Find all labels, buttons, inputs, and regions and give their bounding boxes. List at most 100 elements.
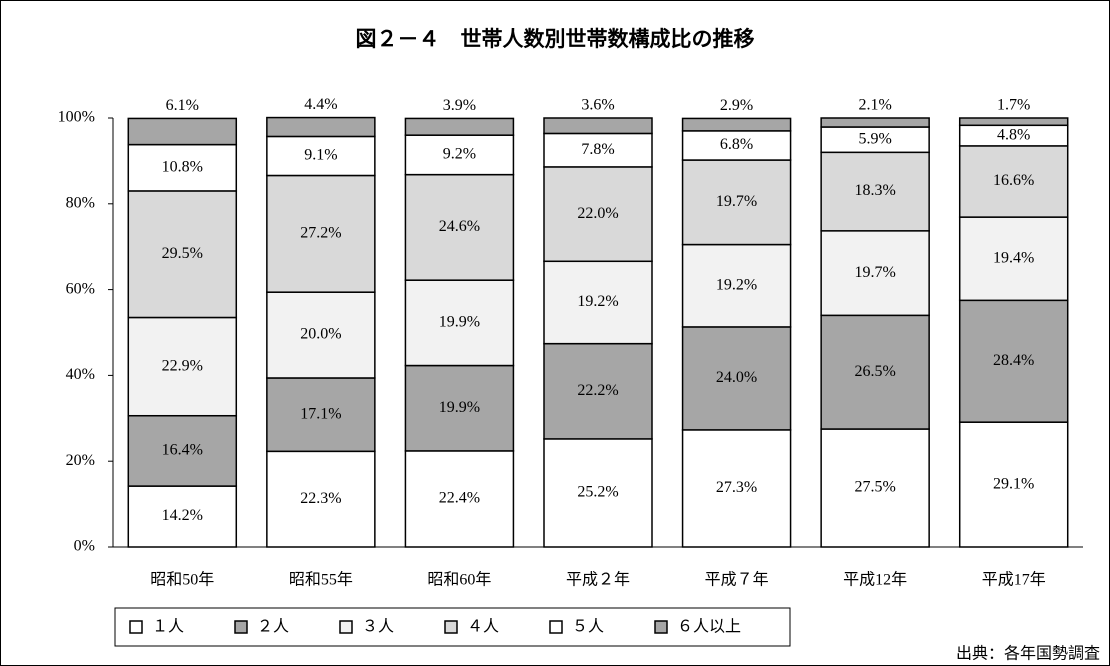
legend-swatch <box>444 620 458 634</box>
legend-label: ２人 <box>257 618 289 636</box>
y-tick-label: 80% <box>66 194 95 211</box>
value-label: 2.1% <box>858 97 891 114</box>
bar-segment <box>543 342 653 440</box>
bar-segment <box>127 117 238 146</box>
bar-segment <box>404 134 515 176</box>
value-label: 10.8% <box>162 158 203 175</box>
bar-segment <box>127 414 238 487</box>
value-label: 6.1% <box>166 97 199 114</box>
value-label: 29.5% <box>162 245 203 262</box>
legend-label: ３人 <box>362 618 394 636</box>
bar-segment <box>681 130 792 161</box>
bar-segment <box>958 145 1069 218</box>
bar-segment <box>958 421 1069 548</box>
bar-segment <box>127 485 238 548</box>
value-label: 22.0% <box>577 205 618 222</box>
bar-segment <box>127 316 238 417</box>
bar-segment <box>266 291 376 379</box>
bar-segment <box>958 299 1069 423</box>
bar-segment <box>404 450 515 548</box>
value-label: 3.9% <box>443 97 476 114</box>
value-label: 5.9% <box>858 130 891 147</box>
legend-swatch <box>654 620 668 634</box>
legend-label: ６人以上 <box>677 618 741 636</box>
bar-segment <box>681 243 792 328</box>
bar-segment <box>820 428 930 548</box>
value-label: 20.0% <box>300 326 341 343</box>
x-tick-label: 昭和50年 <box>150 571 214 589</box>
bar-segment <box>543 260 653 345</box>
legend-label: ４人 <box>467 618 499 636</box>
value-label: 6.8% <box>720 136 753 153</box>
value-label: 4.4% <box>304 96 337 113</box>
value-label: 19.7% <box>716 193 757 210</box>
bar-segment <box>266 116 376 138</box>
value-label: 1.7% <box>997 97 1030 114</box>
value-label: 26.5% <box>854 363 895 380</box>
bar-segment <box>404 117 515 136</box>
y-tick-label: 100% <box>58 109 95 126</box>
value-label: 19.9% <box>439 314 480 331</box>
bar-segment <box>681 326 792 431</box>
value-label: 18.3% <box>854 182 895 199</box>
bar-segment <box>958 117 1069 127</box>
legend-label: ５人 <box>572 618 604 636</box>
bar-segment <box>681 429 792 548</box>
bar-segment <box>543 117 653 135</box>
legend-swatch <box>549 620 563 634</box>
bar-segment <box>266 174 376 293</box>
value-label: 7.8% <box>581 141 614 158</box>
x-tick-label: 平成12年 <box>843 571 907 589</box>
bar-segment <box>543 438 653 548</box>
bar-segment <box>820 314 930 430</box>
value-label: 22.3% <box>300 490 341 507</box>
value-label: 22.9% <box>162 357 203 374</box>
legend-swatch <box>129 620 143 634</box>
value-label: 24.6% <box>439 218 480 235</box>
legend-swatch <box>339 620 353 634</box>
bar-segment <box>266 135 376 177</box>
value-label: 16.6% <box>993 172 1034 189</box>
value-label: 19.4% <box>993 249 1034 266</box>
source-note: 出典：各年国勢調査 <box>956 645 1100 663</box>
value-label: 27.3% <box>716 479 757 496</box>
value-label: 19.2% <box>716 276 757 293</box>
value-label: 27.5% <box>854 479 895 496</box>
value-label: 16.4% <box>162 442 203 459</box>
value-label: 3.6% <box>581 97 614 114</box>
value-label: 2.9% <box>720 97 753 114</box>
legend-swatch <box>234 620 248 634</box>
value-label: 19.2% <box>577 293 618 310</box>
bar-segment <box>266 450 376 548</box>
value-label: 22.2% <box>577 382 618 399</box>
value-label: 28.4% <box>993 352 1034 369</box>
bar-segment <box>543 166 653 263</box>
x-tick-label: 平成２年 <box>566 571 630 589</box>
value-label: 24.0% <box>716 369 757 386</box>
y-tick-label: 40% <box>66 366 95 383</box>
x-tick-label: 昭和55年 <box>289 571 353 589</box>
x-tick-label: 平成17年 <box>982 571 1046 589</box>
value-label: 22.4% <box>439 490 480 507</box>
value-label: 27.2% <box>300 225 341 242</box>
y-tick-label: 20% <box>66 452 95 469</box>
value-label: 9.1% <box>304 147 337 164</box>
bar-segment <box>958 216 1069 302</box>
value-label: 17.1% <box>300 405 341 422</box>
value-label: 4.8% <box>997 126 1030 143</box>
x-tick-label: 平成７年 <box>705 571 769 589</box>
value-label: 29.1% <box>993 475 1034 492</box>
bar-segment <box>820 117 930 128</box>
bar-segment <box>820 230 930 317</box>
y-tick-label: 0% <box>74 538 95 555</box>
bar-segment <box>681 159 792 246</box>
bar-segment <box>681 117 792 132</box>
value-label: 14.2% <box>162 507 203 524</box>
x-tick-label: 昭和60年 <box>427 571 491 589</box>
value-label: 19.9% <box>439 399 480 416</box>
bar-segment <box>266 377 376 453</box>
value-label: 19.7% <box>854 264 895 281</box>
value-label: 25.2% <box>577 484 618 501</box>
legend-label: １人 <box>152 618 184 636</box>
